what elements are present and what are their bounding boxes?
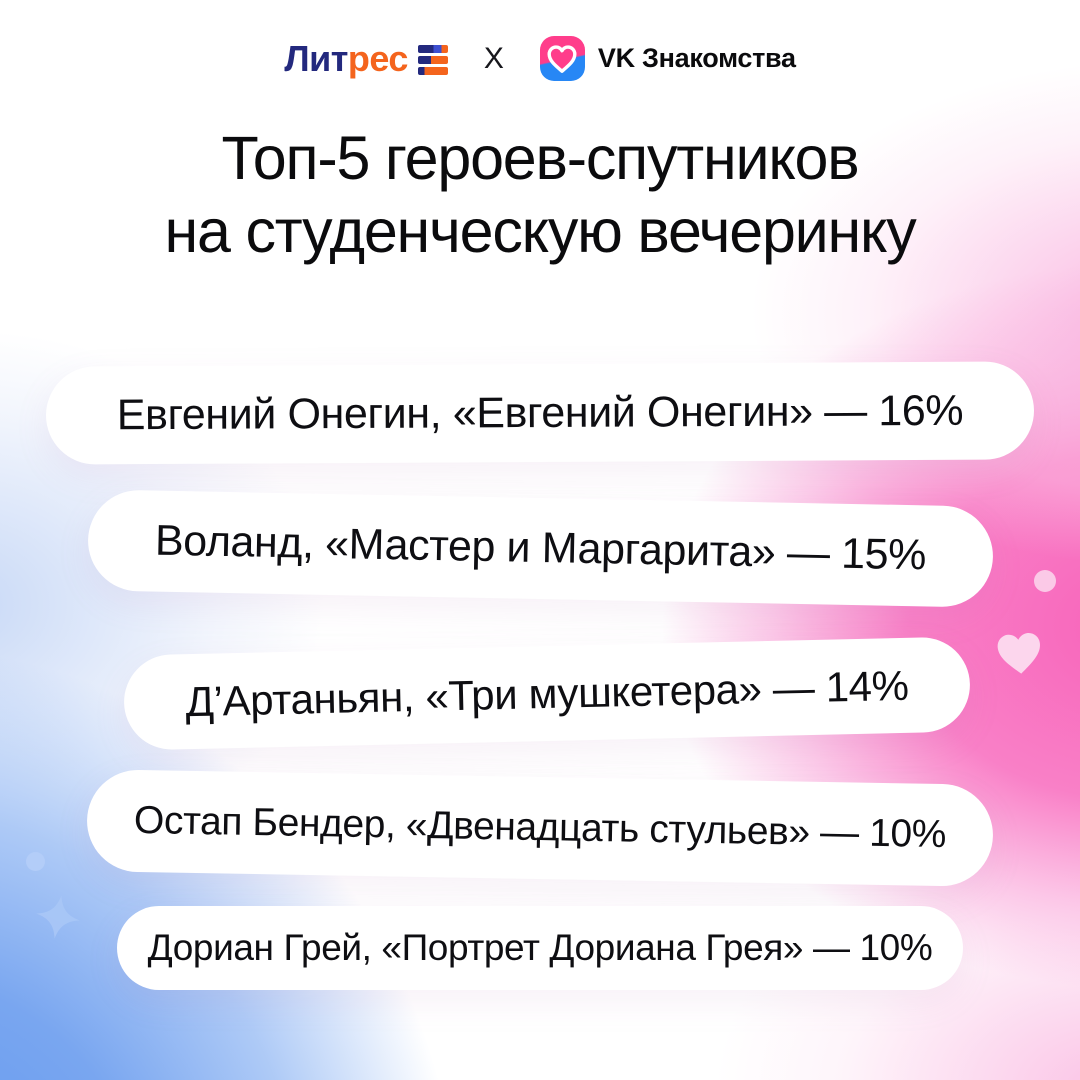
- ranking-pill-label: Дориан Грей, «Портрет Дориана Грея» — 10…: [147, 927, 933, 968]
- pink-heart-icon: [991, 625, 1048, 682]
- sparkle-icon: [33, 892, 83, 942]
- litres-bar-bottom: [417, 67, 448, 75]
- four-point-star-icon: [36, 895, 80, 939]
- ranking-pill-4: Остап Бендер, «Двенадцать стульев» — 10%: [86, 769, 994, 887]
- page-title-line1: Топ-5 героев-спутников: [221, 124, 859, 192]
- heart-outline-icon: [547, 44, 577, 73]
- page-title: Топ-5 героев-спутников на студенческую в…: [0, 122, 1080, 267]
- litres-wordmark-res: рес: [347, 37, 409, 79]
- litres-wordmark-lit: Лит: [284, 37, 348, 79]
- ranking-pill-1: Евгений Онегин, «Евгений Онегин» — 16%: [45, 361, 1035, 465]
- ranking-pill-label: Остап Бендер, «Двенадцать стульев» — 10%: [133, 798, 947, 857]
- ranking-pill-5: Дориан Грей, «Портрет Дориана Грея» — 10…: [117, 906, 963, 990]
- collab-x-separator: X: [483, 41, 504, 75]
- ranking-pill-label: Воланд, «Мастер и Маргарита» — 15%: [154, 516, 927, 580]
- litres-books-icon: [417, 42, 448, 75]
- pink-dot-decoration: [1034, 570, 1056, 592]
- ranking-pill-label: Д’Артаньян, «Три мушкетера» — 14%: [185, 661, 909, 725]
- page-title-line2: на студенческую вечеринку: [164, 196, 916, 265]
- ranking-pill-2: Воланд, «Мастер и Маргарита» — 15%: [87, 489, 994, 608]
- vk-dating-label: VK Знакомства: [597, 43, 796, 73]
- vk-dating-heart-icon: [539, 36, 585, 81]
- ranking-pill-label: Евгений Онегин, «Евгений Онегин» — 16%: [116, 386, 964, 439]
- header: Литрес X VK Знакомства: [0, 36, 1080, 81]
- ranking-pill-3: Д’Артаньян, «Три мушкетера» — 14%: [123, 636, 971, 751]
- litres-wordmark: Литрес: [284, 37, 409, 79]
- heart-icon: [997, 632, 1040, 674]
- vk-dating-logo: VK Знакомства: [539, 36, 796, 81]
- litres-logo: Литрес: [284, 37, 448, 79]
- blue-dot-decoration: [26, 852, 45, 871]
- litres-bar-middle: [417, 56, 448, 64]
- litres-bar-top: [417, 45, 448, 53]
